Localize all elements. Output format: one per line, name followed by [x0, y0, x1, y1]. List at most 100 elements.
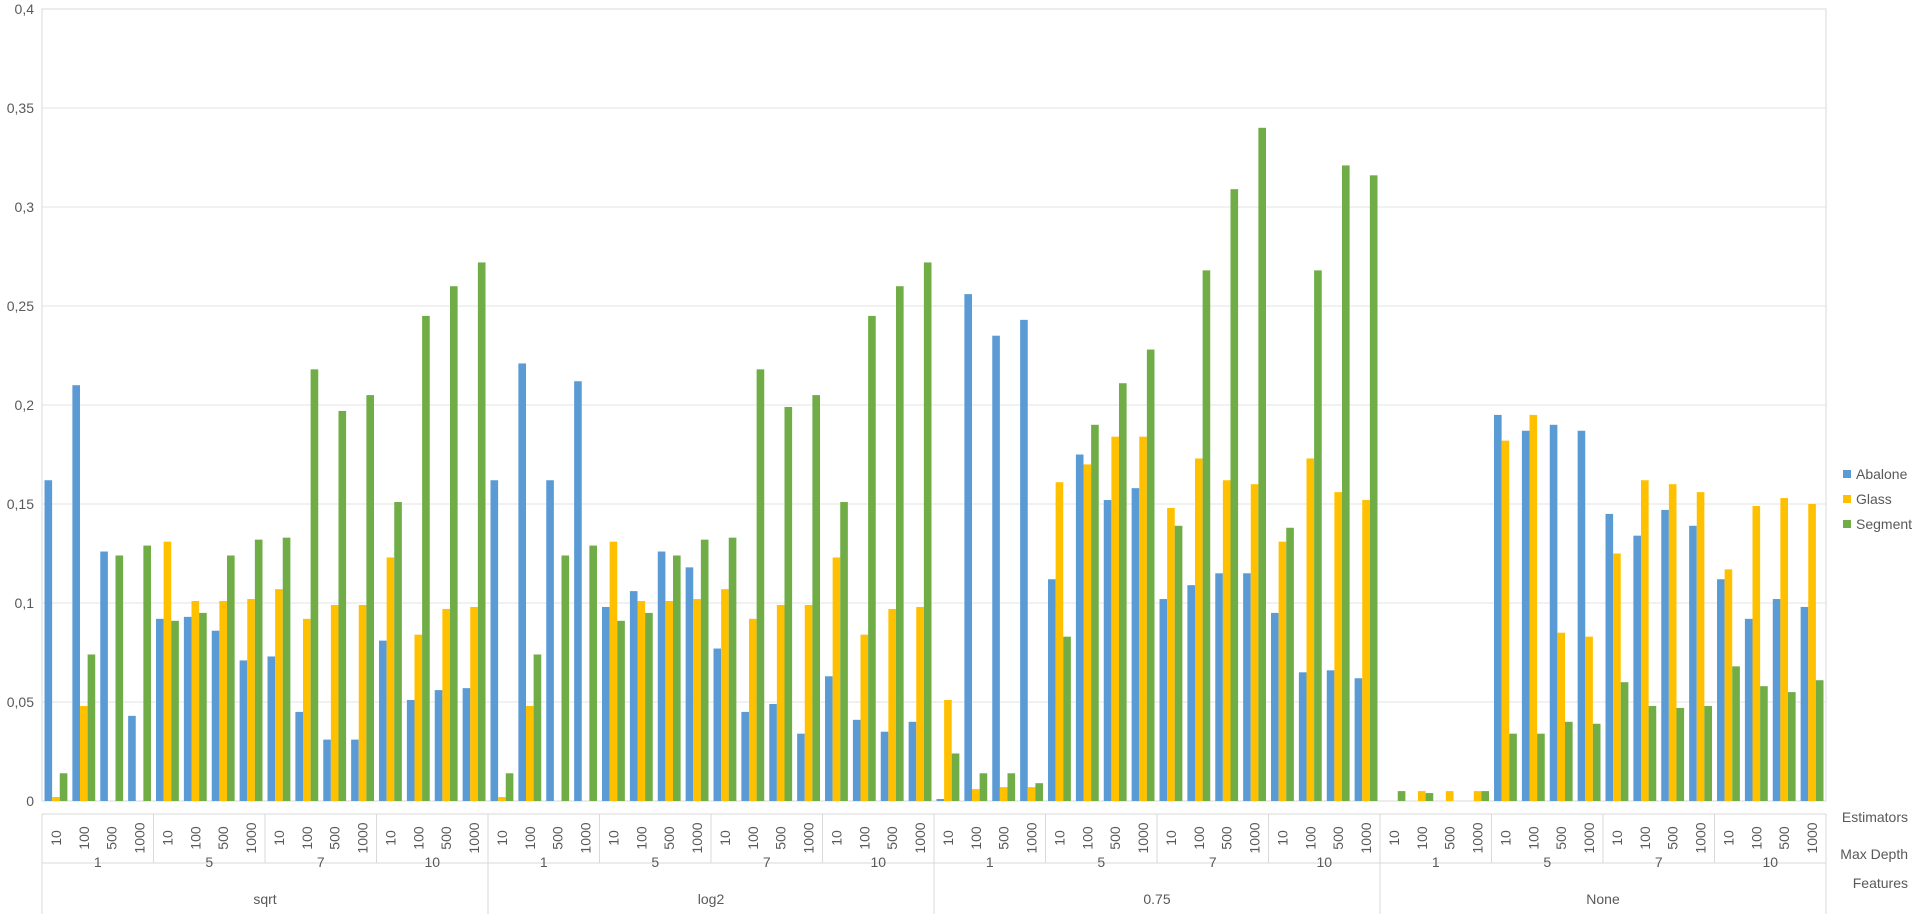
bar-glass	[1808, 504, 1816, 801]
estimator-tick-label: 100	[522, 826, 538, 850]
y-tick-label: 0,15	[7, 496, 34, 512]
bar-glass	[52, 797, 60, 801]
estimator-tick-label: 1000	[1804, 822, 1820, 853]
bar-segment	[1732, 666, 1740, 801]
estimator-tick-label: 1000	[1024, 822, 1040, 853]
estimator-tick-label: 500	[1776, 826, 1792, 850]
estimator-tick-label: 500	[550, 826, 566, 850]
estimator-tick-label: 100	[1414, 826, 1430, 850]
estimator-tick-label: 1000	[1358, 822, 1374, 853]
bar-abalone	[72, 385, 81, 801]
max-depth-label: 5	[651, 854, 659, 870]
bar-segment	[1286, 527, 1294, 801]
y-tick-label: 0,3	[15, 199, 35, 215]
bar-abalone	[100, 551, 108, 801]
max-depth-label: 7	[317, 854, 325, 870]
bar-abalone	[239, 660, 248, 801]
feature-label: log2	[698, 891, 725, 907]
bar-glass	[609, 541, 618, 801]
bar-segment	[1230, 189, 1239, 801]
max-depth-label: 10	[424, 854, 440, 870]
bar-abalone	[546, 480, 554, 801]
max-depth-label: 1	[540, 854, 548, 870]
estimator-tick-label: 100	[410, 826, 426, 850]
bar-abalone	[852, 719, 861, 801]
estimator-tick-label: 500	[327, 826, 343, 850]
max-depth-label: 7	[1655, 854, 1663, 870]
estimator-tick-label: 1000	[912, 822, 928, 853]
estimator-tick-label: 100	[1302, 826, 1318, 850]
bar-glass	[330, 604, 339, 801]
bar-segment	[1760, 686, 1768, 801]
estimator-tick-label: 500	[215, 826, 231, 850]
bar-glass	[1696, 492, 1705, 801]
bar-glass	[414, 634, 423, 801]
bar-glass	[1250, 484, 1259, 801]
estimator-tick-label: 1000	[689, 822, 705, 853]
bar-glass	[303, 618, 311, 801]
bar-segment	[1537, 733, 1545, 801]
bar-segment	[1704, 705, 1712, 801]
bar-segment	[672, 555, 681, 801]
estimator-tick-label: 500	[1442, 826, 1458, 850]
bar-glass	[442, 608, 450, 801]
bar-glass	[1557, 632, 1565, 801]
y-tick-label: 0,05	[7, 694, 34, 710]
max-depth-label: 5	[1097, 854, 1105, 870]
bar-abalone	[1717, 579, 1725, 801]
estimator-tick-label: 500	[996, 826, 1012, 850]
bar-glass	[1501, 440, 1510, 801]
bar-abalone	[434, 690, 443, 801]
estimator-tick-label: 1000	[801, 822, 817, 853]
bar-glass	[1780, 498, 1788, 801]
estimator-tick-label: 1000	[1693, 822, 1709, 853]
bar-abalone	[1661, 509, 1669, 801]
bar-glass	[1418, 791, 1426, 801]
y-tick-label: 0,2	[15, 397, 35, 413]
bar-segment	[199, 612, 207, 801]
bar-segment	[895, 286, 904, 801]
bar-abalone	[797, 733, 805, 801]
estimator-tick-label: 500	[884, 826, 900, 850]
max-depth-label: 1	[94, 854, 102, 870]
bar-segment	[533, 654, 542, 801]
bar-abalone	[574, 381, 582, 801]
y-tick-label: 0,1	[15, 595, 35, 611]
estimator-tick-label: 1000	[132, 822, 148, 853]
bar-segment	[171, 620, 179, 801]
estimator-tick-label: 100	[76, 826, 92, 850]
bar-abalone	[1159, 599, 1168, 801]
y-tick-label: 0,25	[7, 298, 34, 314]
bar-abalone	[518, 363, 527, 801]
bar-abalone	[629, 591, 638, 801]
bar-segment	[1174, 525, 1183, 801]
bar-abalone	[379, 640, 387, 801]
bar-abalone	[406, 700, 415, 801]
bar-segment	[310, 369, 319, 801]
bar-abalone	[267, 656, 276, 801]
bar-segment	[951, 753, 960, 801]
bar-segment	[1258, 127, 1266, 802]
bar-glass	[1334, 492, 1342, 801]
estimator-tick-label: 10	[828, 830, 844, 846]
bar-abalone	[1354, 678, 1363, 801]
estimator-tick-label: 10	[382, 830, 398, 846]
bar-segment	[1481, 791, 1489, 801]
legend-swatch-abalone	[1843, 470, 1851, 478]
estimator-tick-label: 10	[1386, 830, 1402, 846]
bar-abalone	[1103, 500, 1112, 801]
bar-abalone	[44, 480, 53, 801]
features-axis-title: Features	[1853, 875, 1908, 891]
bar-abalone	[1494, 414, 1502, 801]
max-depth-label: 1	[986, 854, 994, 870]
estimator-tick-label: 10	[940, 830, 956, 846]
estimator-tick-label: 500	[104, 826, 120, 850]
estimator-tick-label: 10	[717, 830, 733, 846]
bar-abalone	[1605, 513, 1614, 801]
max-depth-axis-title: Max Depth	[1840, 846, 1908, 862]
max-depth-label: 10	[1762, 854, 1778, 870]
bar-glass	[721, 589, 729, 801]
bar-abalone	[323, 739, 331, 801]
bar-abalone	[1131, 488, 1140, 801]
